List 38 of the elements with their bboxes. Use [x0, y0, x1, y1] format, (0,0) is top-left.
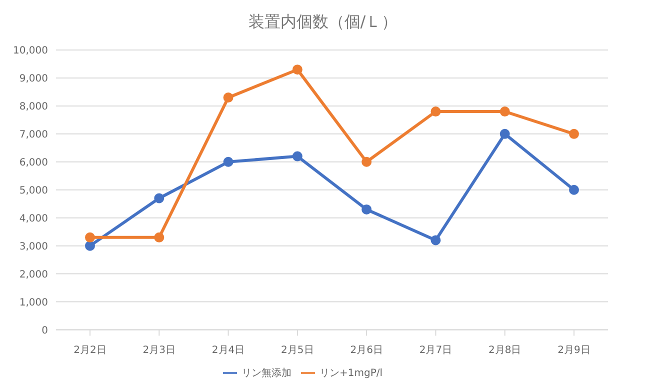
point	[223, 156, 234, 167]
point	[430, 106, 441, 117]
y-tick-label: 4,000	[19, 213, 48, 224]
legend-label: リン+1mgP/l	[319, 368, 382, 379]
point	[569, 184, 579, 195]
point	[430, 235, 441, 246]
point	[362, 156, 372, 167]
chart-title: 装置内個数（個/Ｌ）	[247, 12, 399, 33]
y-tick-label: 10,000	[13, 46, 48, 57]
point	[569, 128, 579, 139]
point	[85, 232, 95, 242]
x-tick-label: 2月2日	[74, 344, 106, 356]
point	[292, 64, 302, 75]
point	[154, 193, 164, 204]
x-tick-label: 2月3日	[142, 344, 176, 356]
point	[500, 106, 510, 117]
point	[292, 151, 302, 162]
x-tick-label: 2月6日	[350, 344, 383, 356]
y-tick-label: 6,000	[19, 157, 48, 168]
point	[154, 232, 164, 242]
y-tick-label: 9,000	[19, 74, 48, 85]
y-tick-label: 0	[42, 325, 48, 336]
point	[500, 128, 510, 139]
y-tick-label: 7,000	[19, 129, 48, 140]
point	[362, 204, 372, 214]
y-tick-label: 5,000	[19, 185, 48, 196]
x-tick-label: 2月9日	[558, 344, 590, 356]
y-tick-label: 3,000	[19, 241, 48, 252]
legend-label: リン無添加	[241, 368, 292, 379]
x-tick-label: 2月7日	[419, 344, 452, 356]
x-tick-label: 2月5日	[281, 344, 314, 356]
x-tick-label: 2月4日	[212, 344, 245, 356]
x-tick-label: 2月8日	[488, 344, 522, 356]
point	[85, 240, 95, 251]
y-tick-label: 1,000	[19, 297, 48, 308]
y-tick-label: 8,000	[19, 101, 48, 112]
y-tick-label: 2,000	[19, 269, 48, 280]
point	[223, 92, 234, 103]
